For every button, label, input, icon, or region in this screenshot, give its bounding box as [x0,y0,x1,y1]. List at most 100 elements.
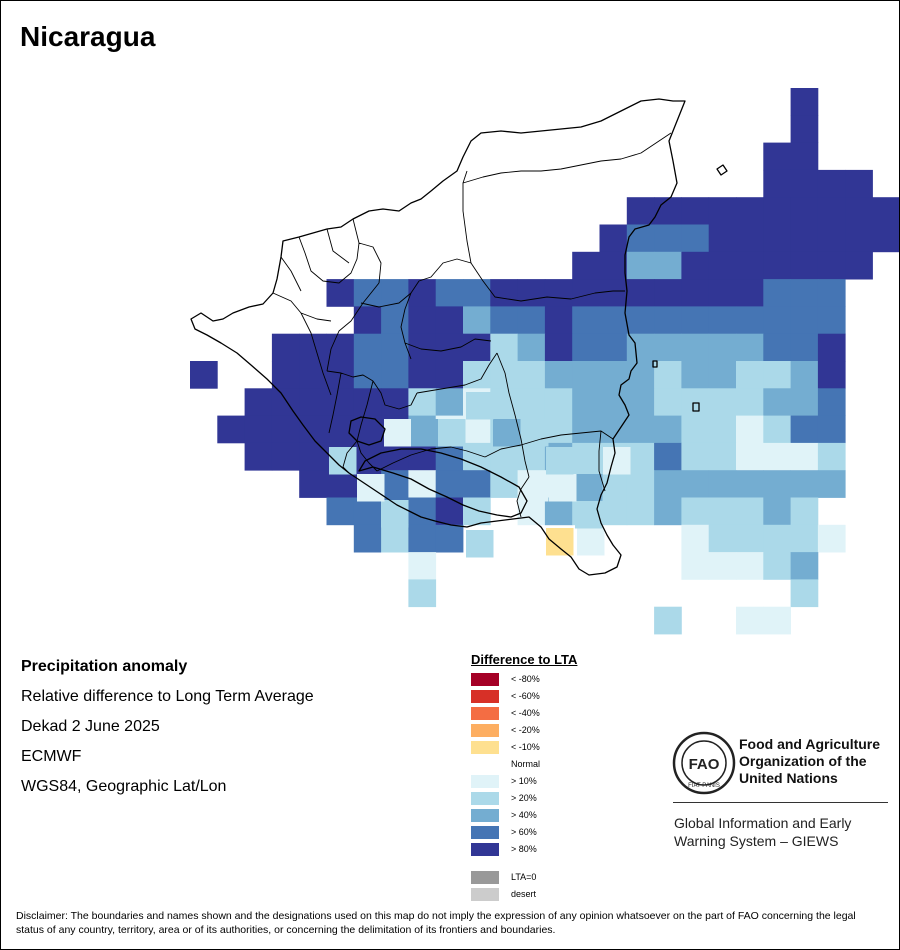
grid-cell [736,279,764,307]
lake-nicaragua [358,448,528,518]
grid-cell [572,442,600,471]
grid-cell [490,279,518,307]
grid-cell [353,306,382,335]
grid-cell [244,442,273,471]
grid-cell [708,251,737,280]
grid-cell [817,197,846,225]
grid-cell [408,552,437,580]
legend-label: Normal [511,759,541,769]
island-3 [652,360,658,368]
grid-cell [381,279,409,307]
grid-cell [577,528,605,556]
grid-cell [681,251,710,280]
grid-cell [817,279,846,307]
grid-cell [654,197,682,225]
legend-label: < -80% [511,674,540,684]
grid-cell [408,279,437,307]
grid-cell [572,361,600,389]
grid-cell [299,333,327,362]
grid-cell [326,497,355,526]
grid-cell [654,333,682,362]
grid-cell [790,579,819,608]
grid-cell [817,333,846,362]
grid-cell [872,197,899,225]
grid-cell [654,224,682,253]
grid-cell [517,279,546,307]
grid-cell [790,388,819,416]
grid-cell [435,279,464,307]
grid-cell [517,442,546,471]
grid-cell [435,361,464,389]
legend-item: < -20% [471,723,540,737]
info-heading: Precipitation anomaly [21,658,188,675]
legend-swatch [471,740,499,754]
grid-cell [708,552,737,580]
grid-cell [299,388,327,416]
grid-cell [790,142,819,171]
grid-cell [790,415,819,444]
grid-cell [763,524,791,553]
grid-cell [654,606,682,635]
legend-label: > 60% [511,827,537,837]
grid-cell [872,224,899,253]
island-2 [692,402,700,412]
grid-cell [626,470,655,498]
grid-cell [790,115,819,143]
grid-cell [299,442,327,471]
grid-cell [817,415,846,444]
fao-logo-icon: FAO FIAT PANIS [672,731,736,795]
legend-swatch [471,808,499,822]
grid-cell [736,552,764,580]
grid-cell [599,279,628,307]
grid-cell [411,419,439,447]
grid-cell [544,415,573,444]
grid-cell [517,388,546,416]
legend-swatch [471,842,499,856]
grid-cell [763,279,791,307]
grid-cell [708,415,737,444]
grid-cell [408,524,437,553]
grid-cell [490,306,518,335]
fao-name: Food and Agriculture Organization of the… [739,736,881,786]
country-outline [190,98,728,576]
grid-cell [654,306,682,335]
grid-cell [817,224,846,253]
grid-cell [381,500,409,528]
grid-cell [353,333,382,362]
legend-item: > 80% [471,842,537,856]
grid-cell [790,333,819,362]
map-title: Nicaragua [20,21,156,52]
grid-cell [817,470,846,498]
grid-cell [790,197,819,225]
grid-cell [517,306,546,335]
grid-cell [572,251,600,280]
legend-item: desert [471,887,536,901]
grid-cell [736,524,764,553]
grid-cell [654,415,682,444]
legend-item: < -80% [471,672,540,686]
grid-cell [681,442,710,471]
legend-item: > 40% [471,808,537,822]
grid-cell [326,388,355,416]
grid-cell [654,470,682,498]
grid-cell [217,415,245,444]
grid-cell [438,419,466,447]
grid-cell [845,224,873,253]
grid-cell [626,197,655,225]
grid-cell [654,442,682,471]
grid-cell [681,415,710,444]
anomaly-grid [190,88,899,635]
grid-cell [790,524,819,553]
grid-cell [408,388,437,416]
fao-divider [673,802,888,803]
grid-cell [790,169,819,198]
grid-cell [572,306,600,335]
info-source: ECMWF [21,748,82,765]
legend-item: > 60% [471,825,537,839]
grid-cell [353,524,382,553]
grid-cell [408,497,437,526]
legend-label: > 20% [511,793,537,803]
grid-cell [435,306,464,335]
grid-cell [681,470,710,498]
grid-cell [654,251,682,280]
